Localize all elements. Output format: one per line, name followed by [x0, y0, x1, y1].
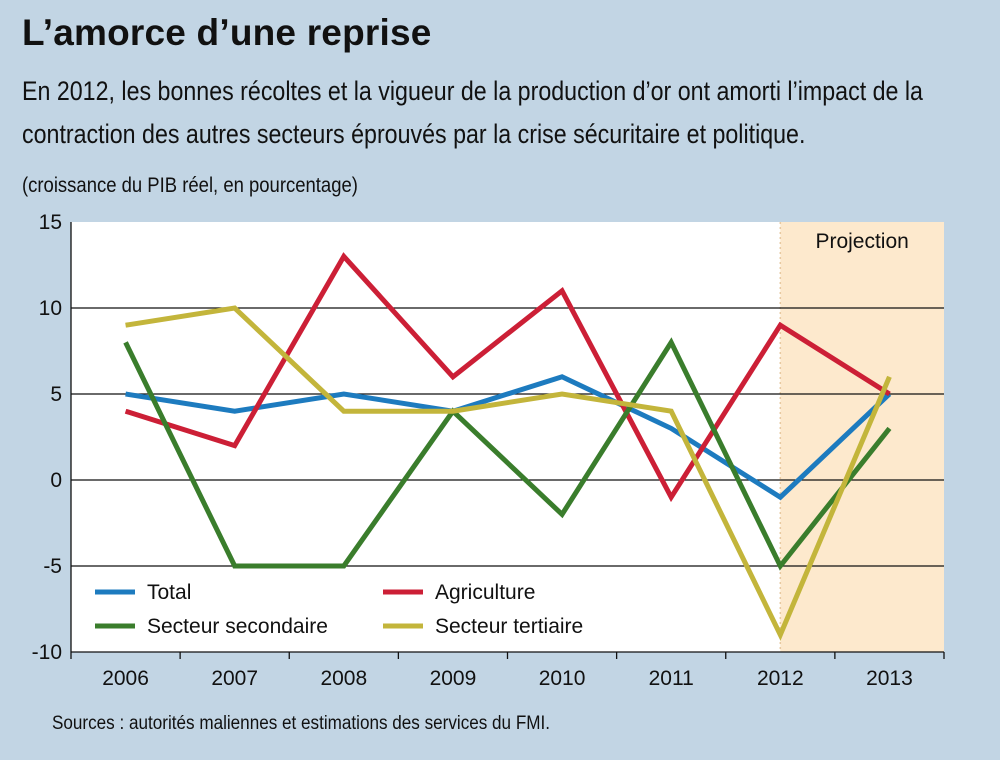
y-tick-label: 15 — [39, 211, 62, 234]
y-tick-label: 0 — [50, 469, 62, 492]
chart-subtitle: En 2012, les bonnes récoltes et la vigue… — [22, 76, 923, 149]
legend-label-tertiaire: Secteur tertiaire — [435, 615, 583, 638]
legend-label-agriculture: Agriculture — [435, 581, 535, 604]
series-line-agriculture — [124, 252, 891, 503]
line-chart: Projection 15 10 5 0 -5 -10 2006 2007 2008 2009 201… — [32, 211, 945, 690]
x-tick-label: 2010 — [539, 667, 586, 690]
source-note: Sources : autorités maliennes et estimat… — [52, 713, 551, 734]
x-tick-label: 2008 — [320, 667, 367, 690]
x-tick-label: 2006 — [102, 667, 149, 690]
series-line-tertiaire — [125, 305, 892, 641]
y-tick-label: -10 — [32, 641, 62, 664]
y-tick-label: 5 — [50, 383, 62, 406]
unit-note: (croissance du PIB réel, en pourcentage) — [22, 174, 358, 197]
x-tick-label: 2013 — [866, 667, 913, 690]
series-line-total — [125, 374, 892, 501]
legend-label-secondaire: Secteur secondaire — [147, 615, 328, 638]
x-tick-label: 2012 — [757, 667, 804, 690]
chart-title: L’amorce d’une reprise — [22, 12, 432, 53]
y-tick-label: -5 — [43, 555, 62, 578]
y-tick-label: 10 — [39, 297, 62, 320]
x-tick-label: 2009 — [430, 667, 477, 690]
series-line-secondaire — [123, 337, 892, 571]
x-tick-label: 2011 — [649, 667, 694, 690]
x-tick-label: 2007 — [211, 667, 258, 690]
projection-label: Projection — [815, 230, 908, 253]
legend-label-total: Total — [147, 581, 191, 604]
